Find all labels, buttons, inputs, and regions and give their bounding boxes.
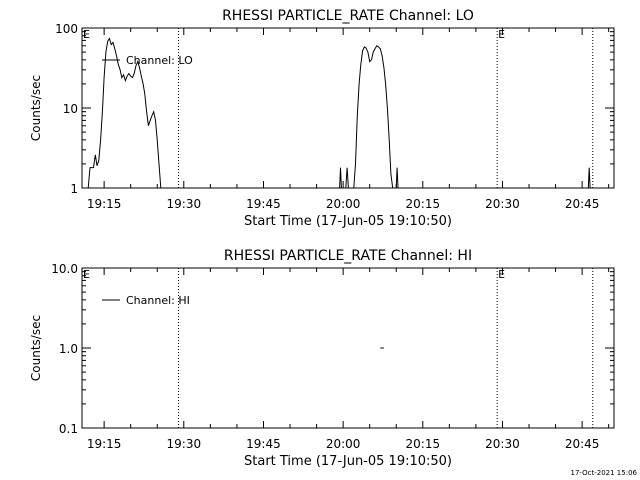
series-line [87,37,162,189]
x-tick-label: 19:30 [167,437,202,451]
series-line [339,167,342,189]
legend-label: Channel: LO [126,54,193,67]
series-line [587,167,591,189]
chart-title: RHESSI PARTICLE_RATE Channel: HI [224,248,472,264]
plot-frame [81,27,615,189]
series-line [353,44,394,189]
marker-label: E [498,268,505,281]
x-tick-label: 20:00 [326,197,361,211]
y-tick-label: 10.0 [51,262,78,276]
x-tick-label: 19:15 [87,437,122,451]
y-axis-label: Counts/sec [29,75,43,141]
x-tick-label: 20:30 [485,437,520,451]
x-tick-label: 19:45 [246,197,281,211]
x-tick-label: 20:15 [406,437,441,451]
marker-label: E [498,28,505,41]
y-tick-label: 1.0 [59,342,78,356]
legend-label: Channel: HI [126,294,190,307]
x-tick-label: 19:45 [246,437,281,451]
series-line [395,167,399,189]
plot-frame [81,267,615,429]
marker-label: E [83,28,90,41]
y-tick-label: 0.1 [59,422,78,436]
hi-channel-panel: RHESSI PARTICLE_RATE Channel: HI Start Ti… [29,248,615,469]
x-tick-label: 20:15 [406,197,441,211]
generation-timestamp: 17-Oct-2021 15:06 [571,469,638,477]
y-tick-label: 100 [55,22,78,36]
x-tick-label: 20:45 [565,437,600,451]
y-axis-label: Counts/sec [29,315,43,381]
marker-label: E [83,268,90,281]
x-tick-label: 19:30 [167,197,202,211]
series-line [345,167,349,189]
chart-title: RHESSI PARTICLE_RATE Channel: LO [222,8,474,24]
lo-channel-panel: RHESSI PARTICLE_RATE Channel: LO Start Ti… [29,8,615,229]
x-tick-label: 19:15 [87,197,122,211]
x-tick-label: 20:00 [326,437,361,451]
y-tick-label: 10 [63,102,78,116]
x-tick-label: 20:45 [565,197,600,211]
x-axis-label: Start Time (17-Jun-05 19:10:50) [244,214,452,229]
x-tick-label: 20:30 [485,197,520,211]
y-tick-label: 1 [70,182,78,196]
x-axis-label: Start Time (17-Jun-05 19:10:50) [244,454,452,469]
